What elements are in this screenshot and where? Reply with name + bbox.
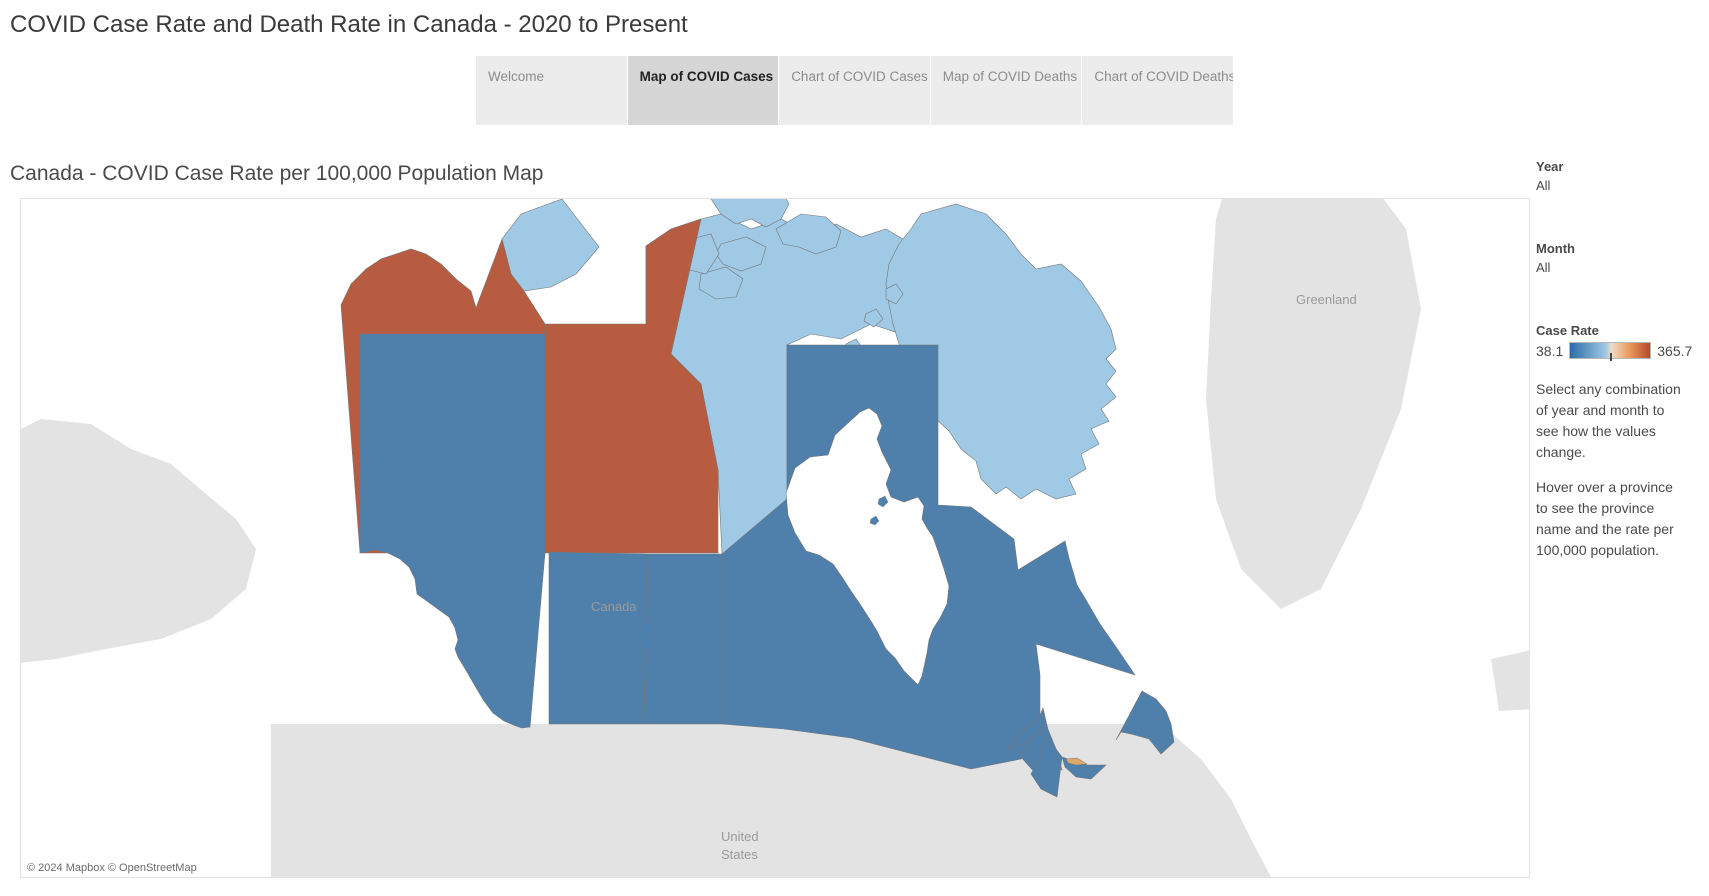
svg-text:Canada: Canada <box>591 599 637 614</box>
svg-text:United: United <box>721 829 759 844</box>
svg-text:States: States <box>721 847 758 862</box>
svg-text:Greenland: Greenland <box>1296 292 1357 307</box>
